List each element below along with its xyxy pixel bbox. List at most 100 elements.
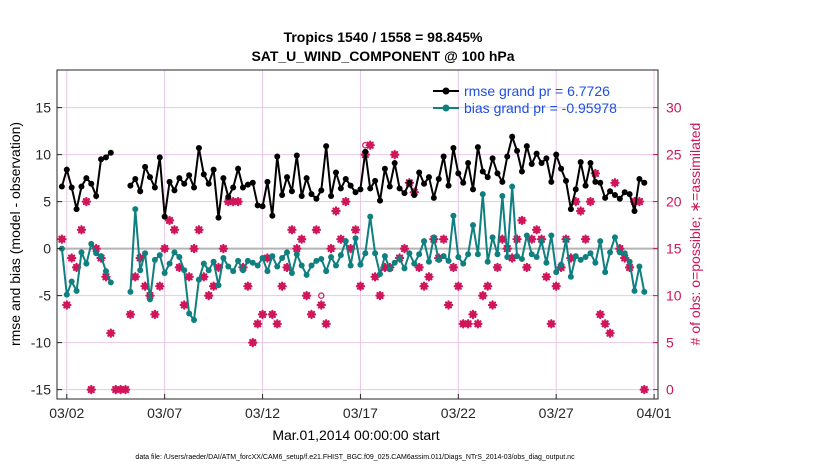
rmse-point <box>406 179 413 186</box>
bias-point <box>83 260 90 267</box>
y-right-tick-label: 15 <box>666 241 682 257</box>
bias-point <box>479 191 486 198</box>
obs-assimilated-marker <box>189 243 199 254</box>
obs-assimilated-marker <box>331 206 341 216</box>
rmse-point <box>279 192 286 199</box>
bias-point <box>68 278 75 285</box>
obs-assimilated-marker <box>316 300 326 310</box>
obs-assimilated-marker <box>184 272 194 282</box>
rmse-point <box>523 143 530 150</box>
rmse-point <box>284 174 291 181</box>
obs-assimilated-marker <box>350 225 361 235</box>
rmse-point <box>274 153 281 160</box>
obs-assimilated-marker <box>585 196 596 207</box>
obs-assimilated-marker <box>169 225 180 235</box>
obs-assimilated-marker <box>179 300 189 310</box>
obs-assimilated-marker <box>272 319 282 329</box>
bias-point <box>230 268 237 275</box>
rmse-point <box>631 208 638 214</box>
bias-point <box>425 258 432 265</box>
rmse-point <box>381 165 388 172</box>
bias-point <box>303 271 310 278</box>
bias-point <box>636 263 643 270</box>
bias-point <box>421 238 428 245</box>
rmse-point <box>332 169 339 176</box>
rmse-point <box>220 175 227 182</box>
bias-point <box>225 263 232 270</box>
obs-assimilated-marker <box>262 253 273 263</box>
bias-point <box>337 252 344 259</box>
obs-assimilated-marker <box>453 281 464 291</box>
bias-point <box>205 267 212 274</box>
rmse-point <box>636 176 643 183</box>
obs-assimilated-marker <box>292 243 302 254</box>
obs-assimilated-marker <box>199 272 209 282</box>
bias-point <box>430 234 437 241</box>
bias-point <box>142 250 149 257</box>
bias-point <box>347 262 354 269</box>
y-right-tick-label: 30 <box>666 100 682 116</box>
rmse-point <box>151 184 158 191</box>
rmse-point <box>181 180 188 187</box>
rmse-point <box>171 187 178 194</box>
bias-point <box>465 251 472 258</box>
rmse-point <box>411 192 418 199</box>
rmse-point <box>63 166 70 173</box>
bias-point <box>132 206 139 213</box>
bias-point <box>450 212 457 219</box>
y-right-tick-label: 25 <box>666 147 682 163</box>
bias-point <box>440 253 447 260</box>
obs-assimilated-marker <box>311 225 322 235</box>
bias-point <box>308 262 315 269</box>
bias-point <box>244 257 251 264</box>
rmse-point <box>372 177 379 184</box>
rmse-point <box>416 169 423 176</box>
rmse-point <box>225 193 232 200</box>
bias-point <box>602 269 609 276</box>
rmse-point <box>68 184 75 191</box>
bias-point <box>406 250 413 257</box>
rmse-point <box>548 178 555 185</box>
obs-assimilated-marker <box>57 234 67 244</box>
rmse-point <box>484 174 491 181</box>
rmse-point <box>558 165 565 172</box>
obs-assimilated-marker <box>62 300 72 310</box>
rmse-point <box>396 185 403 192</box>
obs-assimilated-marker <box>531 225 542 235</box>
bias-point <box>284 249 291 256</box>
rmse-point <box>288 188 295 195</box>
obs-assimilated-marker <box>424 272 434 282</box>
rmse-point <box>518 168 525 175</box>
obs-assimilated-marker <box>375 290 385 301</box>
bias-point <box>156 252 163 259</box>
y-tick-label: -10 <box>31 335 51 351</box>
bias-point <box>73 287 80 294</box>
rmse-point <box>259 203 266 210</box>
obs-assimilated-marker <box>208 281 219 291</box>
obs-assimilated-marker <box>600 319 610 329</box>
rmse-point <box>88 180 95 187</box>
obs-assimilated-marker <box>341 196 351 207</box>
obs-assimilated-marker <box>248 337 258 348</box>
bias-point <box>386 266 393 273</box>
obs-assimilated-marker <box>590 168 601 179</box>
obs-assimilated-marker <box>101 272 111 282</box>
rmse-point <box>328 192 335 199</box>
rmse-point <box>337 185 344 192</box>
obs-assimilated-marker <box>634 196 645 207</box>
bias-point <box>362 250 369 257</box>
bias-point <box>342 238 349 245</box>
rmse-point <box>602 194 609 201</box>
bias-point <box>416 251 423 258</box>
obs-assimilated-marker <box>610 178 620 188</box>
obs-assimilated-marker <box>380 262 390 273</box>
bias-point <box>621 250 628 257</box>
bias-point <box>78 249 85 256</box>
rmse-point <box>205 180 212 187</box>
rmse-point <box>166 178 173 185</box>
rmse-point <box>367 185 374 192</box>
bias-point <box>254 262 261 269</box>
obs-assimilated-marker <box>507 253 517 263</box>
obs-assimilated-marker <box>218 243 229 254</box>
obs-assimilated-marker <box>399 243 410 254</box>
